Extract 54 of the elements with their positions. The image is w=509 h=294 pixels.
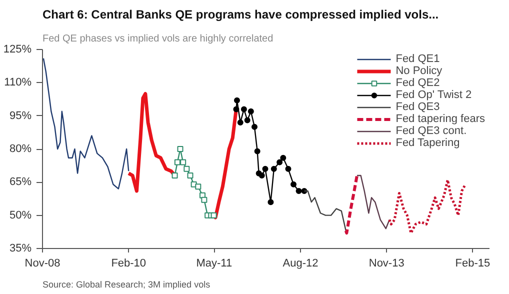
point [268, 199, 274, 206]
y-tick-label: 50% [9, 209, 32, 222]
point [258, 172, 265, 179]
y-tick-label: 95% [9, 110, 32, 122]
x-tick-label: May-11 [196, 258, 232, 270]
point [244, 117, 250, 124]
point [234, 97, 240, 104]
line-series [344, 174, 359, 235]
legend-label: Fed QE1 [396, 53, 440, 65]
y-tick-label: 110% [4, 76, 32, 89]
legend-label: Fed QE2 [396, 77, 440, 89]
point [233, 106, 240, 112]
y-tick-label: 65% [9, 176, 32, 188]
legend-label: Fed tapering fears [396, 113, 485, 125]
line-series [356, 174, 390, 230]
legend-label: Fed QE3 [396, 101, 440, 113]
x-tick-label: Feb-10 [111, 258, 146, 270]
point [177, 146, 184, 152]
point [240, 106, 247, 112]
source-note: Source: Global Research; 3M implied vols [42, 280, 211, 290]
point [184, 166, 190, 172]
point [195, 184, 202, 190]
line-series [388, 178, 467, 234]
point [280, 154, 286, 161]
point [290, 181, 297, 188]
point [172, 172, 178, 179]
x-tick-label: Feb-15 [455, 258, 490, 270]
line-series [42, 58, 130, 190]
point [248, 108, 254, 114]
legend-label: No Policy [396, 65, 442, 77]
point [276, 159, 283, 166]
y-tick-label: 35% [9, 242, 32, 254]
point [237, 119, 244, 126]
point [174, 159, 180, 166]
point [252, 124, 258, 130]
legend-label: Fed QE3 cont. [396, 125, 467, 137]
point [296, 188, 302, 194]
point [262, 166, 268, 172]
x-tick-label: Aug-12 [282, 258, 318, 270]
y-tick-label: 125% [3, 44, 32, 56]
chart-subtitle: Fed QE phases vs implied vols are highly correlated [42, 34, 274, 44]
legend-label: Fed Op' Twist 2 [396, 89, 472, 101]
point [180, 159, 186, 166]
point [254, 148, 260, 154]
x-tick-label: Nov-13 [368, 258, 404, 270]
point [187, 172, 194, 179]
y-tick-label: 80% [9, 143, 32, 155]
point [201, 196, 208, 203]
chart-title: Chart 6: Central Banks QE programs have compressed implied vols... [42, 8, 439, 22]
legend-label: Fed Tapering [396, 137, 460, 149]
point [285, 166, 292, 172]
point [270, 166, 277, 172]
x-tick-label: Nov-08 [24, 258, 60, 270]
point [210, 212, 217, 218]
